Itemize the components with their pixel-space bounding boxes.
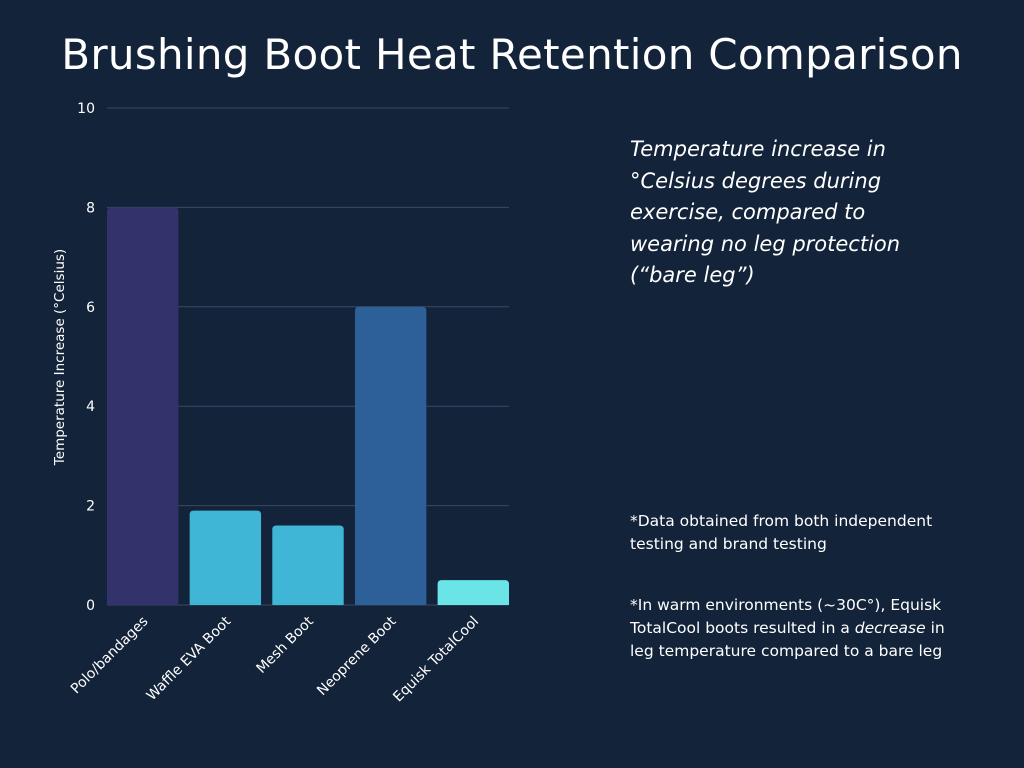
chart-title: Brushing Boot Heat Retention Comparison: [61, 30, 963, 79]
chart-subtitle: Temperature increase in °Celsius degrees…: [630, 137, 901, 287]
y-tick-label: 4: [86, 399, 95, 415]
footnote-emphasis: decrease: [854, 619, 926, 637]
y-tick-label: 10: [77, 101, 95, 117]
y-tick-label: 0: [86, 598, 95, 614]
x-tick-label: Mesh Boot: [254, 613, 318, 677]
y-tick-label: 2: [86, 499, 95, 515]
footnote-warm-environment: *In warm environments (~30C°), Equisk To…: [630, 594, 970, 663]
x-tick-label: Equisk TotalCool: [390, 614, 482, 706]
footnote-data-source: *Data obtained from both independent tes…: [630, 512, 933, 553]
bar-equisk-totalcool: [437, 580, 509, 605]
footnote-text: in leg temperature compared to a bare le…: [630, 619, 945, 660]
bar-polo-bandages: [107, 207, 179, 605]
x-tick-label: Neoprene Boot: [314, 613, 400, 699]
x-tick-label: Polo/bandages: [68, 614, 152, 698]
bar-mesh-boot: [272, 525, 344, 605]
y-tick-label: 8: [86, 200, 95, 216]
footnote-text: *In warm environments (~30C°), Equisk To…: [630, 596, 942, 637]
bar-neoprene-boot: [354, 306, 427, 605]
bar-waffle-eva-boot: [189, 510, 262, 605]
y-tick-label: 6: [86, 300, 95, 316]
y-axis-label: Temperature Increase (°Celsius): [52, 249, 68, 466]
x-tick-label: Waffle EVA Boot: [144, 613, 235, 704]
